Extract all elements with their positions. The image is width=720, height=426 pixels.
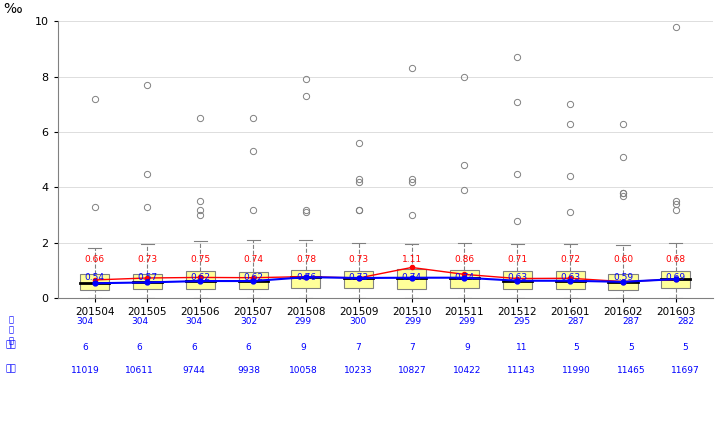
Text: 287: 287	[622, 317, 639, 326]
Text: 6: 6	[246, 343, 251, 352]
Bar	[186, 271, 215, 289]
Text: 9: 9	[464, 343, 470, 352]
Text: 6: 6	[82, 343, 88, 352]
Text: 11143: 11143	[508, 366, 536, 375]
Text: 9744: 9744	[183, 366, 205, 375]
Text: 0.68: 0.68	[666, 256, 686, 265]
Text: 0.73: 0.73	[348, 256, 369, 265]
Text: 分子: 分子	[6, 341, 16, 350]
Text: 0.73: 0.73	[138, 256, 158, 265]
Text: 0.66: 0.66	[84, 256, 104, 265]
Text: 11019: 11019	[71, 366, 99, 375]
Bar	[133, 274, 162, 289]
Text: 5: 5	[573, 343, 579, 352]
Text: 0.62: 0.62	[190, 273, 210, 282]
Text: 6: 6	[137, 343, 143, 352]
Text: 0.74: 0.74	[454, 273, 474, 282]
Text: 0.57: 0.57	[138, 273, 158, 282]
Text: 299: 299	[459, 317, 476, 326]
Text: 299: 299	[404, 317, 421, 326]
Bar	[556, 271, 585, 288]
Text: 0.71: 0.71	[507, 256, 527, 265]
Text: 0.73: 0.73	[348, 273, 369, 282]
Text: 9: 9	[300, 343, 306, 352]
Text: 0.74: 0.74	[402, 273, 422, 282]
Text: 299: 299	[294, 317, 312, 326]
Bar	[80, 274, 109, 290]
Text: 0.75: 0.75	[190, 256, 210, 265]
Text: 10611: 10611	[125, 366, 154, 375]
Bar	[344, 271, 373, 288]
Text: 7: 7	[410, 343, 415, 352]
Bar	[661, 271, 690, 288]
Text: 10058: 10058	[289, 366, 318, 375]
Bar	[450, 270, 479, 288]
Bar	[397, 269, 426, 289]
Bar	[238, 273, 268, 289]
Text: 0.76: 0.76	[296, 273, 316, 282]
Text: 6: 6	[192, 343, 197, 352]
Text: 0.86: 0.86	[454, 256, 474, 265]
Text: 304: 304	[76, 317, 94, 326]
Text: 5: 5	[683, 343, 688, 352]
Text: 11: 11	[516, 343, 528, 352]
Text: 287: 287	[568, 317, 585, 326]
Bar	[292, 270, 320, 288]
Text: 0.74: 0.74	[243, 256, 263, 265]
Text: 300: 300	[349, 317, 366, 326]
Text: 0.62: 0.62	[243, 273, 263, 282]
Text: 5: 5	[628, 343, 634, 352]
Text: 10233: 10233	[343, 366, 372, 375]
Text: 10827: 10827	[398, 366, 427, 375]
Text: 7: 7	[355, 343, 361, 352]
Text: 1.11: 1.11	[402, 256, 422, 265]
Text: 0.54: 0.54	[84, 273, 104, 282]
Text: 9938: 9938	[237, 366, 260, 375]
Text: 304: 304	[131, 317, 148, 326]
Text: 0.63: 0.63	[560, 273, 580, 282]
Text: 10422: 10422	[453, 366, 481, 375]
Text: 0.60: 0.60	[613, 256, 633, 265]
Text: 282: 282	[677, 317, 694, 326]
Text: 11990: 11990	[562, 366, 590, 375]
Text: 0.63: 0.63	[507, 273, 527, 282]
Text: 302: 302	[240, 317, 257, 326]
Bar	[503, 271, 532, 288]
Bar	[608, 273, 637, 290]
Text: 施
設
数: 施 設 数	[9, 315, 13, 345]
Text: 0.59: 0.59	[613, 273, 633, 282]
Text: 0.69: 0.69	[666, 273, 686, 282]
Text: ‰: ‰	[3, 2, 22, 16]
Text: 295: 295	[513, 317, 530, 326]
Text: 0.72: 0.72	[560, 256, 580, 265]
Text: 0.78: 0.78	[296, 256, 316, 265]
Text: 11697: 11697	[671, 366, 700, 375]
Text: 304: 304	[186, 317, 202, 326]
Text: 11465: 11465	[616, 366, 645, 375]
Text: 分母: 分母	[6, 364, 16, 373]
